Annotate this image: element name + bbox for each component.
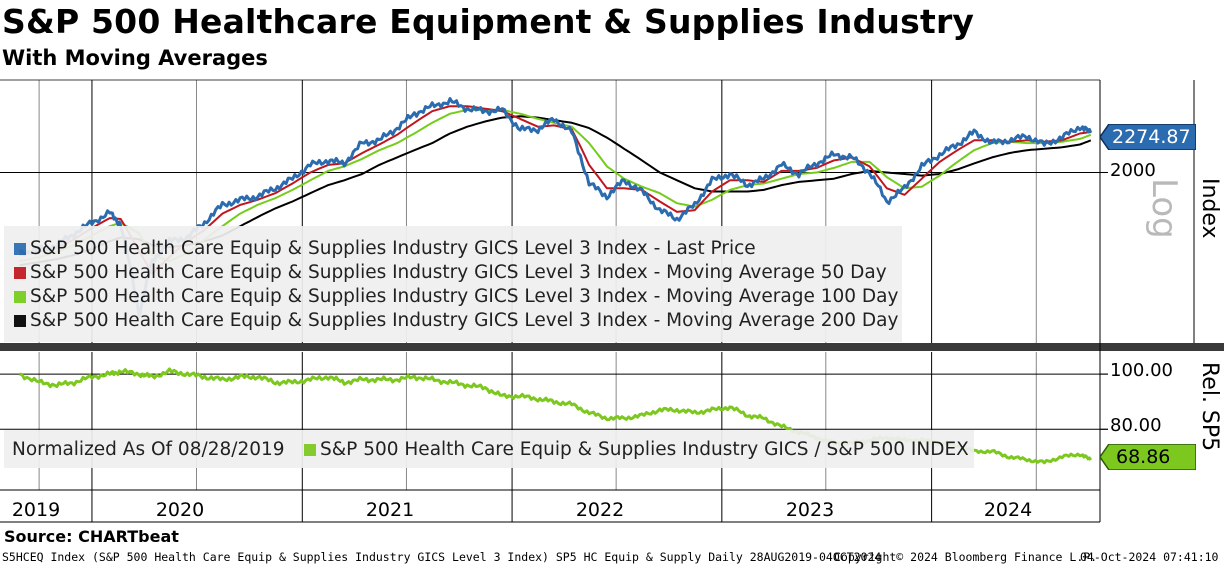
legend-swatch-ma50 [14, 267, 26, 279]
year-label-2023: 2023 [785, 499, 835, 521]
price-last-value-badge: 2274.87 [1100, 124, 1196, 150]
legend-normalized-note: Normalized As Of 08/28/2019 [12, 439, 285, 460]
legend-entry-last-price: S&P 500 Health Care Equip & Supplies Ind… [14, 238, 756, 259]
price-last-value: 2274.87 [1112, 126, 1191, 148]
ratio-last-value-badge: 68.86 [1100, 444, 1196, 470]
legend-swatch-ma100 [14, 291, 26, 303]
relative-axis-label: Rel. SP5 [1197, 362, 1222, 452]
price-badge-shape [1100, 124, 1196, 150]
footer-bar: S5HCEQ Index (S&P 500 Health Care Equip … [0, 548, 1224, 566]
year-label-2020: 2020 [155, 499, 205, 521]
year-label-2019: 2019 [11, 499, 61, 521]
legend-label-ratio: S&P 500 Health Care Equip & Supplies Ind… [320, 439, 969, 460]
price-tick-2000: 2000 [1110, 160, 1156, 181]
frame-layer [0, 79, 1224, 523]
ratio-last-value: 68.86 [1116, 446, 1171, 468]
legend-label-last-price: S&P 500 Health Care Equip & Supplies Ind… [30, 238, 756, 259]
relative-legend: Normalized As Of 08/28/2019 S&P 500 Heal… [4, 430, 974, 468]
price-axis-label: Index [1197, 178, 1222, 239]
source-label: Source: CHARTbeat [4, 527, 179, 546]
year-label-2024: 2024 [983, 499, 1033, 521]
legend-swatch-last-price [14, 243, 26, 255]
legend-entry-ratio: S&P 500 Health Care Equip & Supplies Ind… [304, 439, 969, 460]
ratio-tick-80: 80.00 [1110, 415, 1162, 436]
legend-entry-ma200: S&P 500 Health Care Equip & Supplies Ind… [14, 310, 898, 331]
legend-swatch-ratio [304, 444, 316, 456]
year-label-2022: 2022 [575, 499, 625, 521]
panel-divider [0, 343, 1224, 351]
legend-swatch-ma200 [14, 315, 26, 327]
log-scale-label: Log [1144, 178, 1184, 239]
page-title: S&P 500 Healthcare Equipment & Supplies … [2, 2, 975, 41]
ratio-badge-shape [1100, 444, 1196, 470]
price-legend: S&P 500 Health Care Equip & Supplies Ind… [4, 226, 902, 342]
legend-entry-ma100: S&P 500 Health Care Equip & Supplies Ind… [14, 286, 898, 307]
year-label-2021: 2021 [365, 499, 415, 521]
ratio-tick-100: 100.00 [1110, 360, 1173, 381]
legend-label-ma100: S&P 500 Health Care Equip & Supplies Ind… [30, 286, 899, 307]
legend-entry-ma50: S&P 500 Health Care Equip & Supplies Ind… [14, 262, 887, 283]
footer-security-description: S5HCEQ Index (S&P 500 Health Care Equip … [2, 550, 882, 564]
footer-timestamp: 04-Oct-2024 07:41:10 [1080, 550, 1219, 564]
footer-copyright: Copyright© 2024 Bloomberg Finance L.P. [834, 550, 1098, 564]
legend-label-ma200: S&P 500 Health Care Equip & Supplies Ind… [30, 310, 899, 331]
page-subtitle: With Moving Averages [2, 46, 268, 70]
legend-label-ma50: S&P 500 Health Care Equip & Supplies Ind… [30, 262, 887, 283]
